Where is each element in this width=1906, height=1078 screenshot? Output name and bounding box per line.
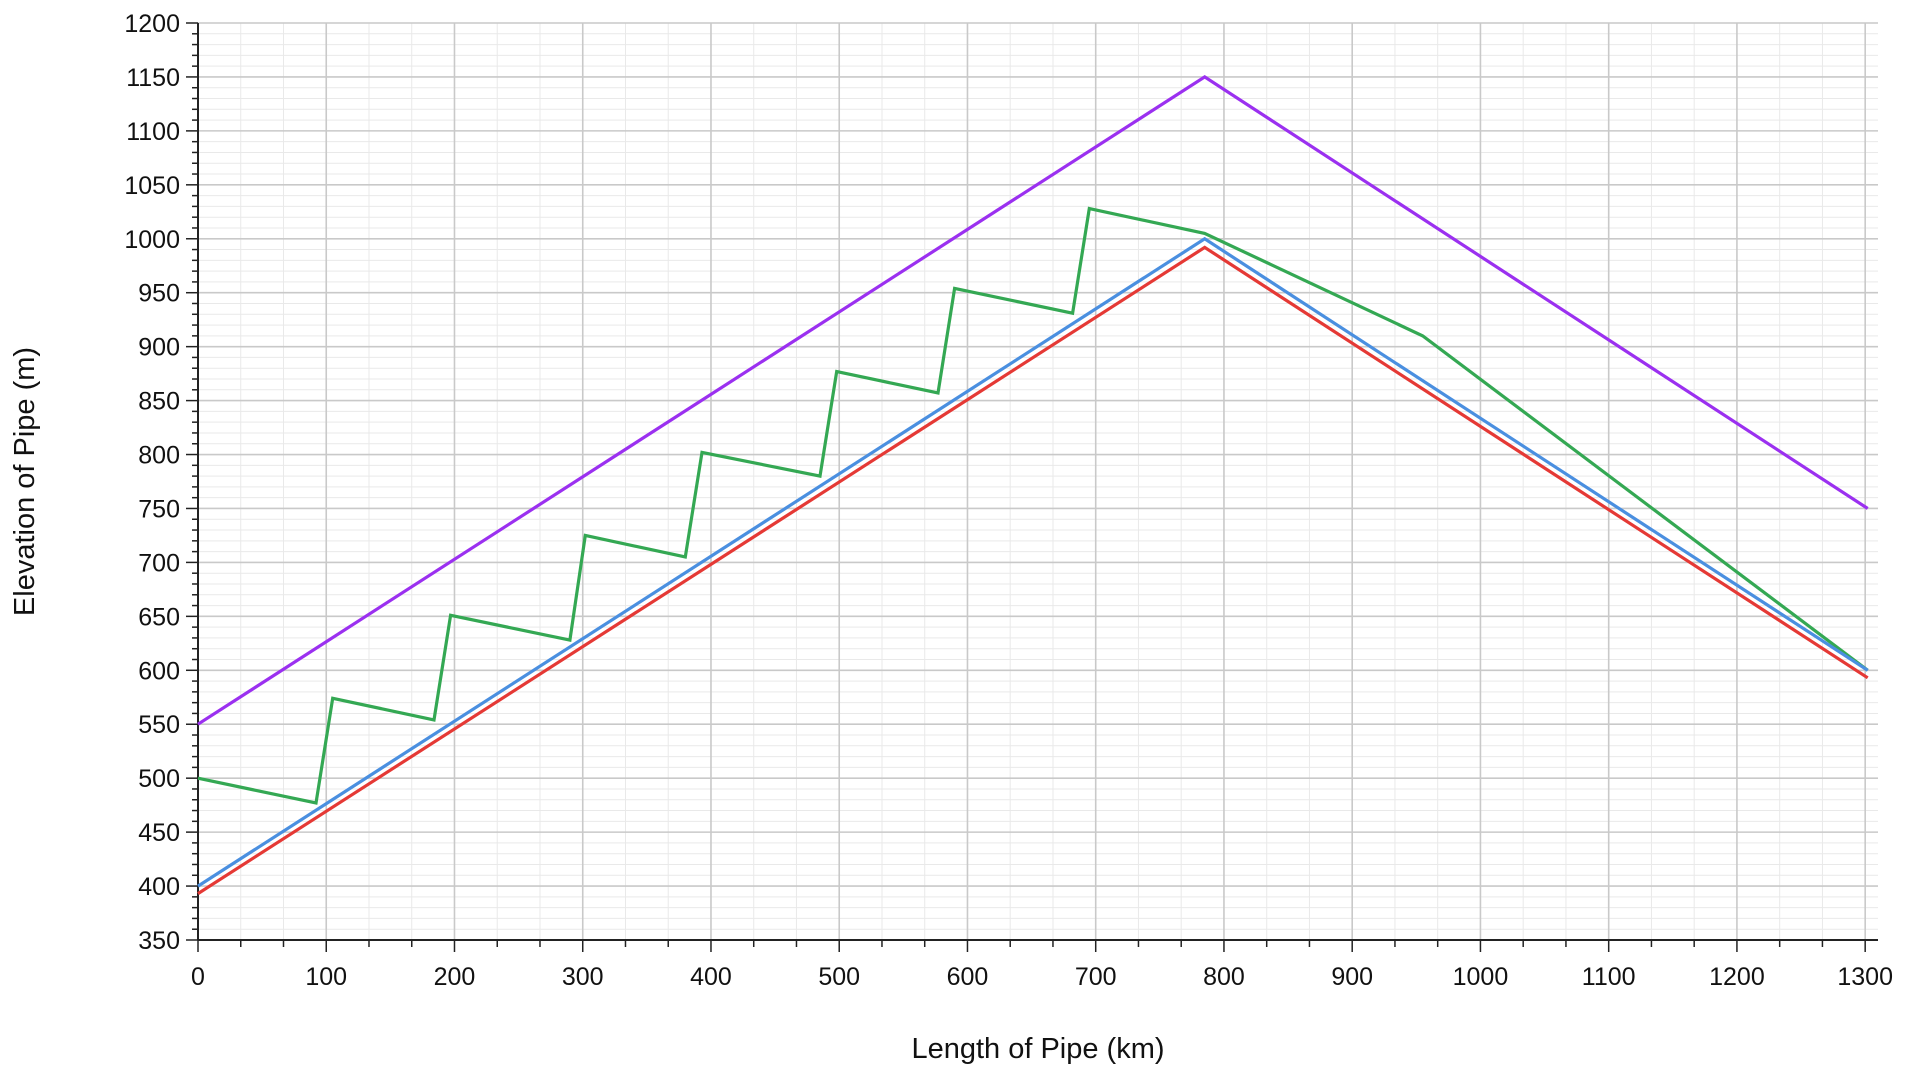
x-tick-label: 800 [1203, 963, 1245, 991]
series-line-2 [197, 206, 1869, 805]
y-tick-label: 1000 [124, 226, 180, 254]
x-tick-label: 200 [434, 963, 476, 991]
axes [186, 22, 1878, 952]
x-tick-label: 1300 [1837, 963, 1893, 991]
x-tick-label: 100 [305, 963, 347, 991]
x-tick-label: 500 [818, 963, 860, 991]
y-tick-label: 950 [138, 280, 180, 308]
series-lines [197, 74, 1869, 895]
x-tick-label: 1000 [1453, 963, 1509, 991]
series-line-4 [197, 245, 1869, 895]
grid [197, 22, 1878, 941]
y-tick-label: 700 [138, 549, 180, 577]
y-axis-title: Elevation of Pipe (m) [9, 347, 41, 616]
y-tick-label: 650 [138, 603, 180, 631]
y-tick-label: 450 [138, 819, 180, 847]
y-tick-label: 850 [138, 388, 180, 416]
y-tick-label: 1100 [126, 118, 180, 146]
series-line-3 [197, 236, 1869, 888]
x-tick-label: 900 [1331, 963, 1373, 991]
y-tick-label: 500 [138, 765, 180, 793]
x-tick-label: 1100 [1582, 963, 1636, 991]
x-tick-label: 700 [1075, 963, 1117, 991]
x-tick-label: 1200 [1709, 963, 1765, 991]
y-tick-label: 600 [138, 657, 180, 685]
y-tick-label: 800 [138, 442, 180, 470]
series-line-1 [197, 74, 1869, 726]
y-tick-label: 550 [138, 711, 180, 739]
y-tick-label: 1150 [126, 64, 180, 92]
x-tick-label: 600 [947, 963, 989, 991]
y-tick-label: 350 [138, 927, 180, 955]
y-tick-label: 1200 [124, 10, 180, 38]
tick-labels: 350 400 450 500 550 600 650 700 750 800 850 900 950 1… [124, 10, 1893, 991]
x-tick-label: 400 [690, 963, 732, 991]
x-tick-label: 0 [191, 963, 205, 991]
x-tick-label: 300 [562, 963, 604, 991]
y-tick-label: 750 [138, 495, 180, 523]
x-axis-title: Length of Pipe (km) [911, 1033, 1164, 1065]
y-tick-label: 1050 [124, 172, 180, 200]
y-tick-label: 400 [138, 873, 180, 901]
y-tick-label: 900 [138, 334, 180, 362]
